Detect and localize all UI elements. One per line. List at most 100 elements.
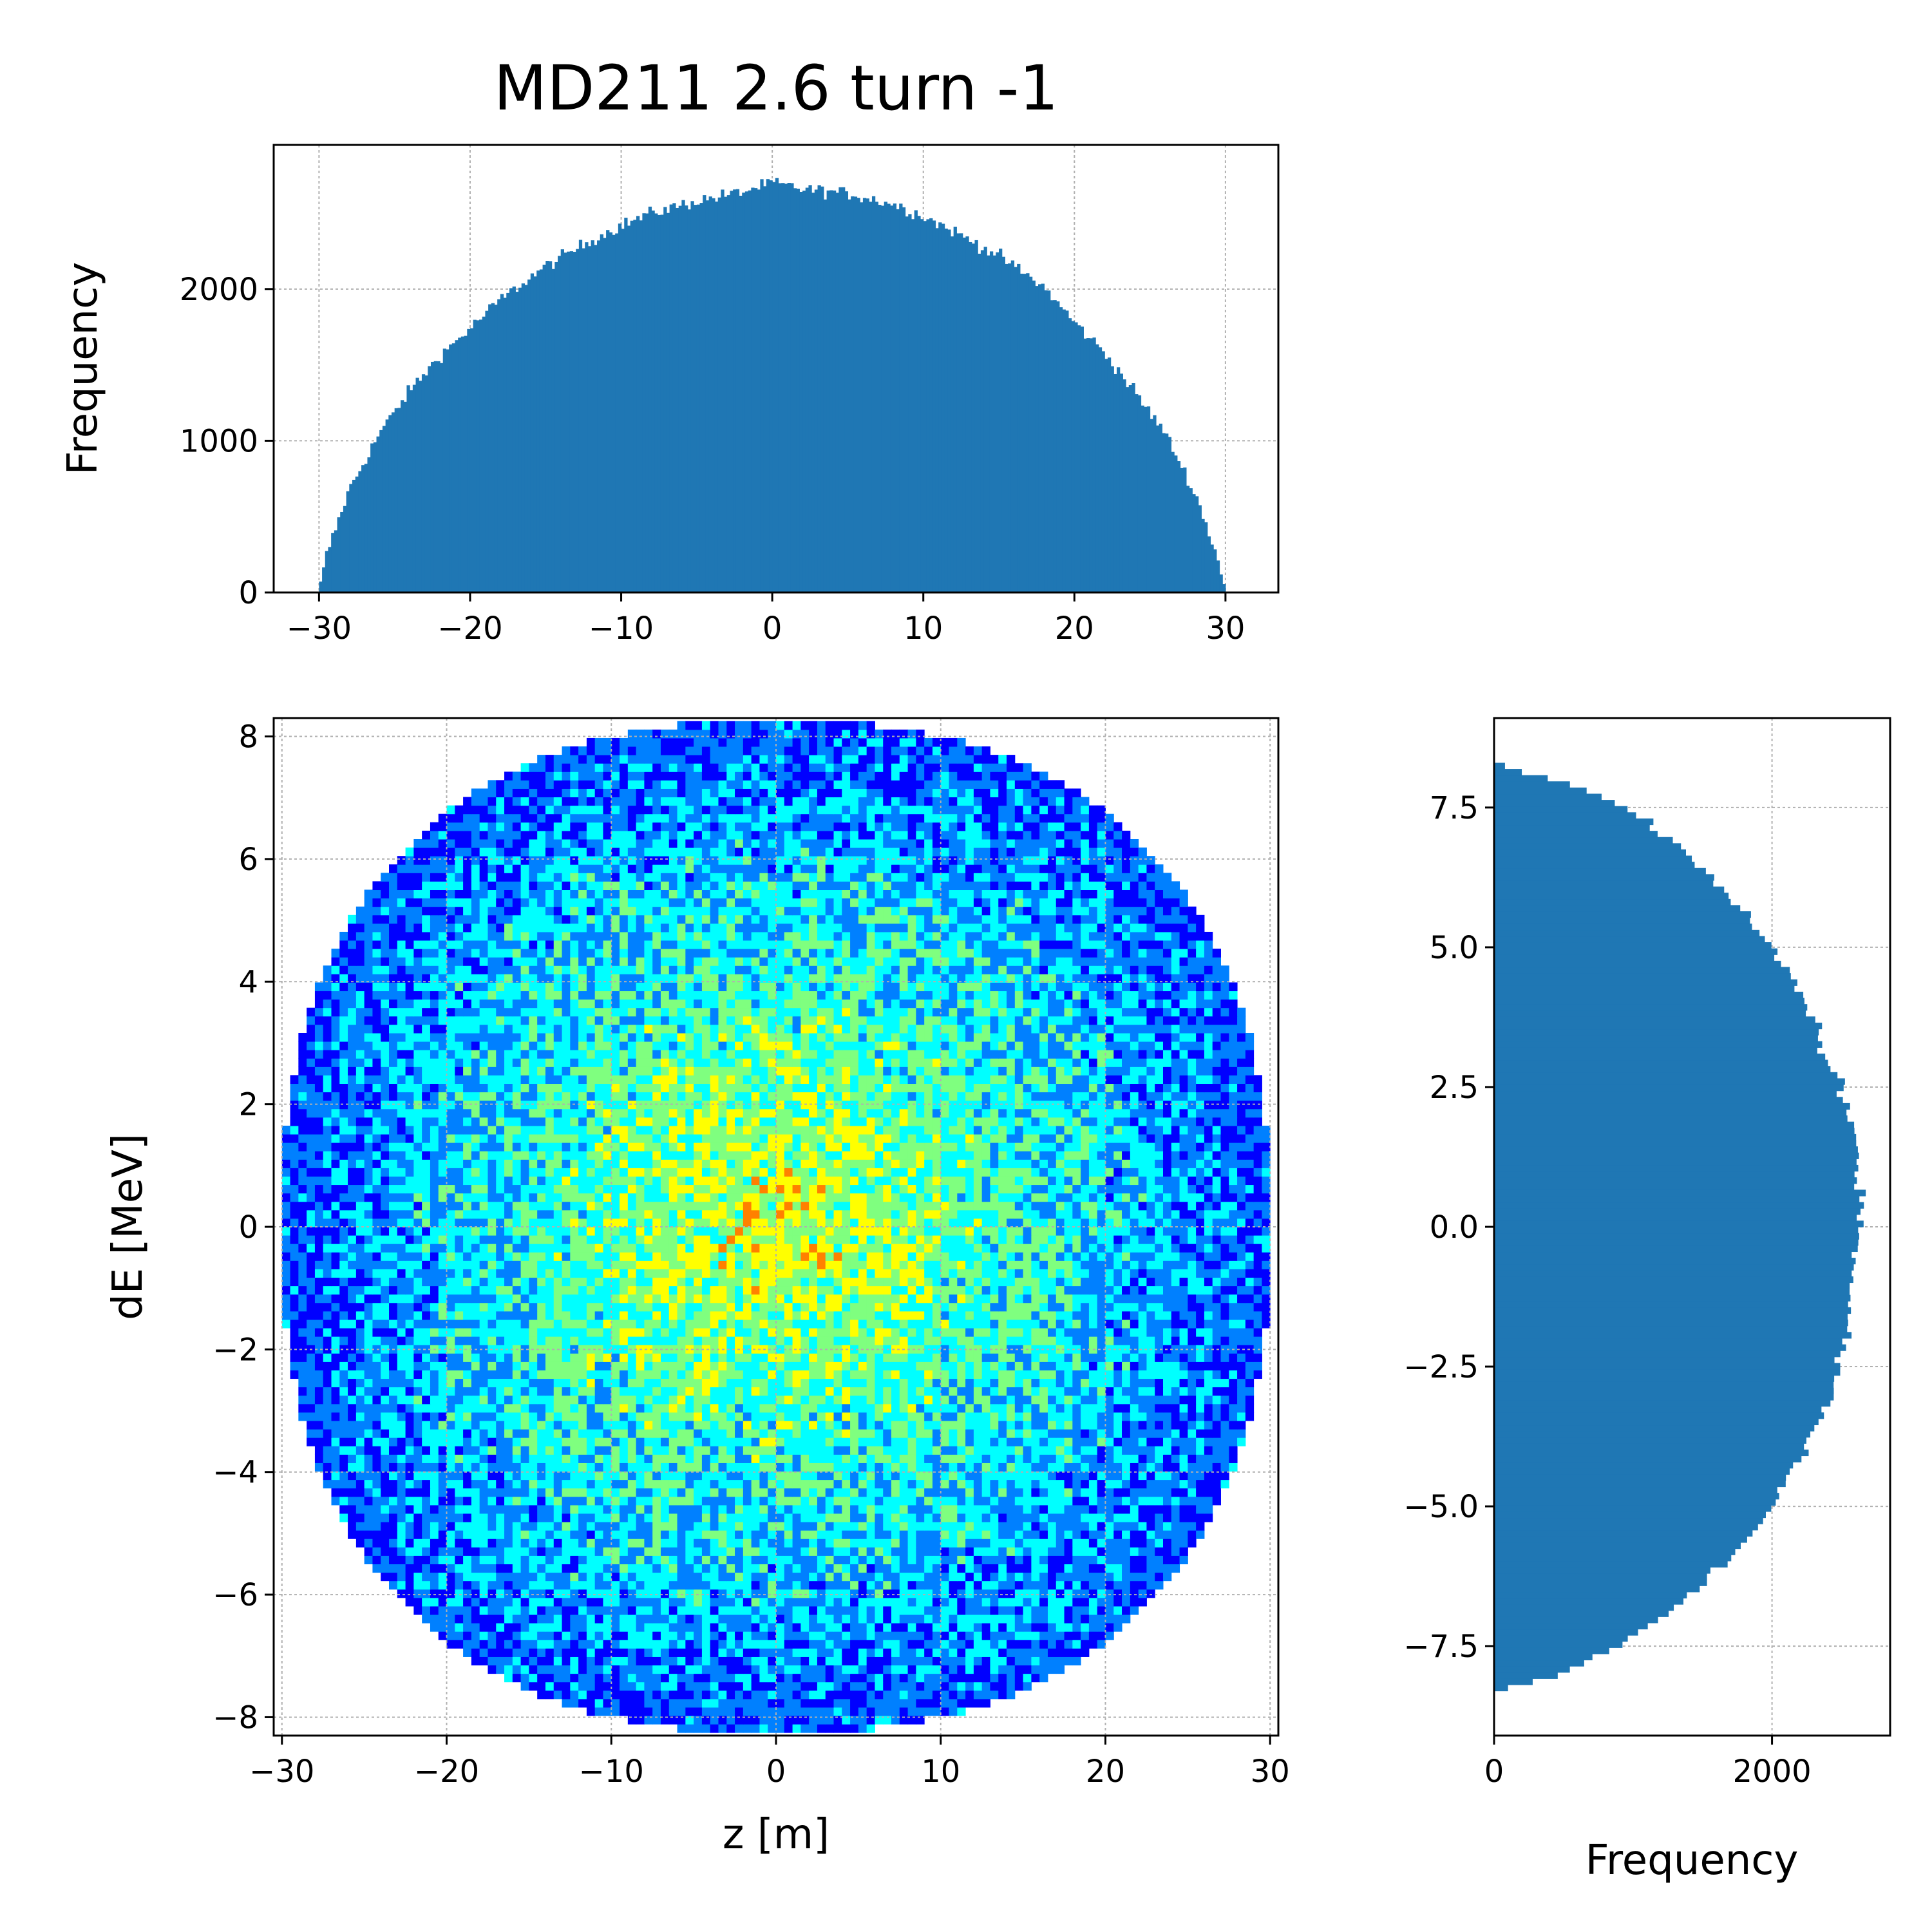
heatmap-cell — [891, 1673, 900, 1683]
heatmap-cell — [784, 1488, 793, 1497]
heatmap-cell — [1113, 1605, 1122, 1615]
heatmap-cell — [710, 1615, 719, 1624]
heatmap-cell — [726, 1488, 735, 1497]
heatmap-cell — [636, 1395, 645, 1405]
heatmap-cell — [636, 1421, 645, 1430]
heatmap-cell — [463, 1605, 472, 1615]
heatmap-cell — [694, 1539, 703, 1548]
heatmap-cell — [710, 1640, 719, 1649]
heatmap-cell — [875, 1555, 884, 1564]
heatmap-cell — [817, 1716, 826, 1725]
heatmap-cell — [998, 1412, 1007, 1421]
heatmap-cell — [1162, 1564, 1172, 1573]
heatmap-cell — [1122, 1496, 1131, 1506]
heatmap-cell — [578, 1479, 587, 1489]
heatmap-cell — [529, 1640, 538, 1649]
heatmap-cell — [636, 1572, 645, 1582]
heatmap-cell — [677, 1454, 686, 1463]
heatmap-cell — [413, 1555, 422, 1564]
heatmap-cell — [1138, 1580, 1147, 1590]
heatmap-cell — [858, 1319, 867, 1329]
heatmap-cell — [479, 1395, 488, 1405]
heatmap-cell — [298, 1353, 307, 1362]
heatmap-cell — [603, 1681, 612, 1691]
heatmap-cell — [1072, 1648, 1081, 1657]
heatmap-cell — [620, 1572, 629, 1582]
top-hist-bar — [996, 252, 999, 592]
heatmap-cell — [701, 1623, 711, 1632]
heatmap-cell — [652, 1378, 661, 1388]
heatmap-cell — [586, 1623, 596, 1632]
heatmap-cell — [784, 1690, 793, 1700]
top-hist-bar — [944, 228, 948, 592]
heatmap-cell — [800, 1479, 810, 1489]
top-hist-bar — [932, 220, 936, 592]
heatmap-cell — [603, 1572, 612, 1582]
heatmap-cell — [438, 1378, 448, 1388]
heatmap-cell — [1014, 1555, 1024, 1564]
heatmap-cell — [488, 1589, 497, 1598]
heatmap-cell — [512, 1454, 522, 1463]
heatmap-cell — [1237, 1353, 1246, 1362]
top-hist-bar — [603, 238, 607, 592]
heatmap-cell — [833, 1513, 842, 1522]
heatmap-cell — [759, 1547, 768, 1556]
heatmap-cell — [735, 1665, 744, 1674]
heatmap-cell — [1122, 1446, 1131, 1455]
heatmap-cell — [1105, 1589, 1114, 1598]
heatmap-cell — [694, 1530, 703, 1539]
heatmap-cell — [981, 1412, 990, 1421]
heatmap-cell — [751, 1564, 760, 1573]
heatmap-cell — [949, 1615, 958, 1624]
heatmap-cell — [825, 1605, 835, 1615]
heatmap-cell — [520, 1615, 529, 1624]
heatmap-cell — [553, 1353, 563, 1362]
heatmap-cell — [463, 1412, 472, 1421]
heatmap-cell — [307, 1387, 316, 1396]
heatmap-cell — [496, 1656, 505, 1666]
heatmap-cell — [471, 1378, 480, 1388]
heatmap-cell — [364, 1370, 373, 1379]
top-hist-bar — [1026, 273, 1030, 592]
heatmap-cell — [504, 1530, 513, 1539]
heatmap-cell — [1245, 1387, 1255, 1396]
heatmap-cell — [1014, 1471, 1024, 1481]
heatmap-cell — [504, 1665, 513, 1674]
heatmap-cell — [1105, 1564, 1114, 1573]
heatmap-cell — [891, 1353, 900, 1362]
heatmap-cell — [331, 1437, 340, 1446]
top-hist-bar — [636, 216, 640, 592]
heatmap-cell — [710, 1504, 719, 1514]
heatmap-cell — [694, 1580, 703, 1590]
heatmap-cell — [1253, 1336, 1262, 1345]
heatmap-cell — [1138, 1412, 1147, 1421]
heatmap-cell — [594, 1471, 603, 1481]
heatmap-cell — [397, 1412, 406, 1421]
top-hist-bar — [539, 269, 544, 592]
heatmap-cell — [907, 1539, 916, 1548]
heatmap-cell — [973, 1429, 983, 1438]
top-hist-bar — [917, 216, 921, 592]
heatmap-cell — [331, 1412, 340, 1421]
heatmap-cell — [990, 1539, 999, 1548]
heatmap-cell — [348, 1378, 357, 1388]
heatmap-cell — [883, 1378, 892, 1388]
heatmap-cell — [570, 1378, 579, 1388]
heatmap-cell — [479, 1421, 488, 1430]
heatmap-cell — [668, 1530, 678, 1539]
heatmap-cell — [578, 1488, 587, 1497]
heatmap-cell — [512, 1564, 522, 1573]
heatmap-cell — [1007, 1648, 1016, 1657]
heatmap-cell — [1229, 1421, 1238, 1430]
heatmap-cell — [627, 1319, 637, 1329]
heatmap-cell — [883, 1589, 892, 1598]
heatmap-cell — [537, 1631, 546, 1640]
heatmap-cell — [694, 1488, 703, 1497]
heatmap-cell — [660, 1378, 670, 1388]
heatmap-cell — [537, 1463, 546, 1472]
heatmap-cell — [504, 1539, 513, 1548]
heatmap-cell — [348, 1513, 357, 1522]
heatmap-cell — [479, 1378, 488, 1388]
heatmap-cell — [405, 1412, 414, 1421]
heatmap-cell — [594, 1547, 603, 1556]
